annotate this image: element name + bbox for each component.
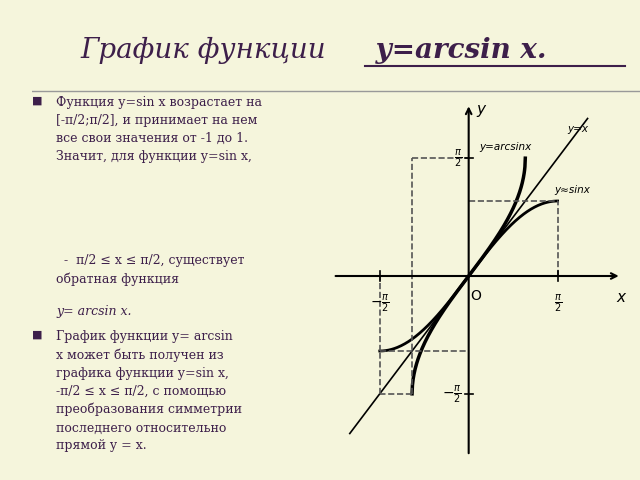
Text: y: y [476,102,485,117]
Text: O: O [470,289,481,303]
Text: График функции y= arcsin
x может быть получен из
графика функции y=sin x,
-π/2 ≤: График функции y= arcsin x может быть по… [56,330,242,453]
Text: y=arcsinx: y=arcsinx [479,142,531,152]
Text: y=x: y=x [568,123,589,133]
Text: -  π/2 ≤ x ≤ π/2, существует
обратная функция: - π/2 ≤ x ≤ π/2, существует обратная фун… [56,254,244,286]
Text: Функция y=sin x возрастает на
[-π/2;π/2], и принимает на нем
все свои значения о: Функция y=sin x возрастает на [-π/2;π/2]… [56,96,262,163]
Text: y=arcsin x.: y=arcsin x. [367,37,547,64]
Text: $\frac{\pi}{2}$: $\frac{\pi}{2}$ [454,147,462,169]
Text: y≈sinx: y≈sinx [555,185,591,195]
Text: $-\frac{\pi}{2}$: $-\frac{\pi}{2}$ [442,383,462,405]
Text: x: x [616,289,625,304]
Text: График функции: График функции [81,37,326,64]
Text: y= arcsin x.: y= arcsin x. [56,305,132,318]
Text: $\frac{\pi}{2}$: $\frac{\pi}{2}$ [554,292,562,314]
Text: ■: ■ [32,330,42,340]
Text: $-\frac{\pi}{2}$: $-\frac{\pi}{2}$ [370,292,390,314]
Text: ■: ■ [32,96,42,106]
